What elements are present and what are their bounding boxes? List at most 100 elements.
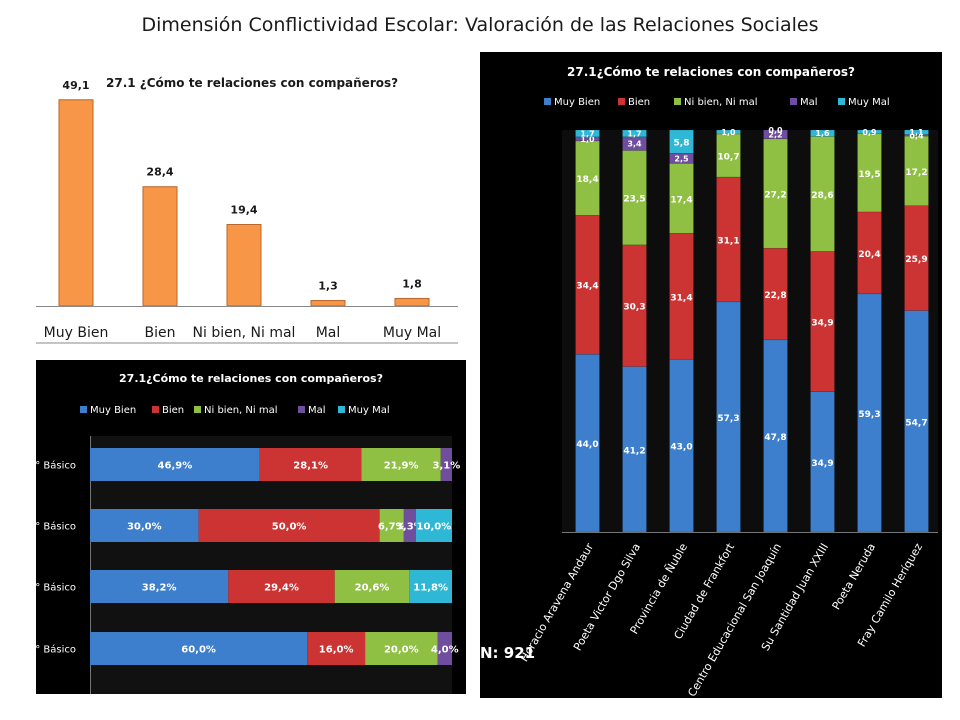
bar-4-0: [763, 339, 788, 533]
data-label-1: 28,4: [146, 166, 173, 179]
bar-6-1: [857, 211, 882, 295]
chart-title: 27.1¿Cómo te relaciones con compañeros?: [119, 372, 383, 385]
data-label-6-4: 0,9: [862, 128, 877, 137]
category-label-6: Poeta Neruda: [830, 541, 879, 612]
data-label-0-3: 3,1%: [433, 461, 461, 472]
data-label-0-1: 34,4: [576, 282, 598, 292]
data-label-1-4: 10,0%: [417, 522, 452, 533]
legend-swatch-3: [298, 406, 305, 413]
bar-0-3: [440, 448, 452, 481]
bar-3-2: [365, 632, 438, 665]
bar-3: [310, 300, 346, 307]
bar-7-1: [904, 205, 929, 311]
data-label-3-2: 20,0%: [384, 645, 419, 656]
data-label-1-2: 23,5: [623, 195, 645, 205]
bar-1-1: [622, 244, 647, 367]
data-label-0-0: 46,9%: [158, 461, 193, 472]
bar-0-2: [361, 448, 441, 481]
data-label-2: 19,4: [230, 204, 257, 217]
legend-label-4: Muy Mal: [848, 97, 890, 108]
bar-1-0: [90, 509, 199, 542]
data-label-0-4: 1,7: [580, 129, 594, 138]
bar-0: [58, 99, 94, 307]
data-label-5-2: 28,6: [811, 191, 833, 201]
legend-label-4: Muy Mal: [348, 405, 390, 416]
bar-6-0: [857, 293, 882, 533]
legend-swatch-3: [790, 98, 797, 105]
data-label-1-2: 6,7%: [378, 522, 406, 533]
bar-2-2: [334, 570, 410, 603]
data-label-0-1: 28,1%: [293, 461, 328, 472]
overall-bar-chart-svg: 27.1 ¿Cómo te relaciones con compañeros?…: [36, 76, 458, 344]
legend-label-0: Muy Bien: [554, 97, 600, 108]
data-label-4: 1,8: [402, 277, 422, 290]
category-label-4: Centro Educacional San Joaquín: [685, 541, 784, 698]
bar-3-2: [716, 133, 741, 178]
data-label-1-4: 1,7: [627, 129, 641, 138]
legend-label-2: Ni bien, Ni mal: [684, 97, 758, 108]
legend-label-1: Bien: [162, 405, 184, 416]
legend-swatch-0: [80, 406, 87, 413]
category-label-2: 6° Básico: [36, 582, 76, 594]
data-label-7-2: 17,2: [905, 168, 927, 178]
bar-2-1: [669, 232, 694, 360]
legend-swatch-4: [838, 98, 845, 105]
bar-0-4: [575, 129, 600, 138]
data-label-6-2: 19,5: [858, 170, 880, 180]
data-label-3-4: 1,0: [721, 128, 736, 137]
data-label-0-2: 21,9%: [384, 461, 419, 472]
bar-3-0: [716, 301, 741, 533]
legend-swatch-1: [618, 98, 625, 105]
data-label-4-1: 22,8: [764, 291, 786, 301]
bar-4: [394, 297, 430, 307]
legend-label-3: Mal: [800, 97, 818, 108]
bar-2-0: [90, 570, 229, 603]
data-label-0: 49,1: [62, 79, 89, 92]
bar-7-4: [904, 129, 929, 135]
data-label-7-1: 25,9: [905, 255, 927, 265]
school-stacked-chart-svg: 27.1¿Cómo te relaciones con compañeros? M…: [518, 65, 938, 699]
bar-1-4: [622, 129, 647, 138]
legend-label-0: Muy Bien: [90, 405, 136, 416]
legend-swatch-2: [194, 406, 201, 413]
overall-bar-chart: 27.1 ¿Cómo te relaciones con compañeros?…: [36, 56, 458, 346]
grade-stacked-chart: 27.1¿Cómo te relaciones con compañeros? M…: [29, 360, 466, 694]
bar-2: [226, 224, 262, 307]
bar-2-2: [669, 163, 694, 234]
bar-1: [142, 186, 178, 307]
bar-1-2: [622, 150, 647, 246]
data-label-6-0: 59,3: [858, 410, 880, 420]
data-label-5-0: 34,9: [811, 459, 833, 469]
legend-label-1: Bien: [628, 97, 650, 108]
grade-stacked-chart-svg: 27.1¿Cómo te relaciones con compañeros? M…: [29, 372, 461, 694]
bar-2-4: [409, 570, 452, 603]
data-label-0-2: 18,4: [576, 175, 598, 185]
bar-5-4: [810, 129, 835, 137]
bar-1-3: [403, 509, 416, 542]
bar-7-2: [904, 135, 929, 206]
data-label-1-0: 30,0%: [127, 522, 162, 533]
data-label-4-4: 0,0: [768, 126, 783, 135]
bar-0-1: [259, 448, 362, 481]
sample-size-label: N: 921: [480, 644, 536, 662]
data-label-1-1: 30,3: [623, 303, 645, 313]
tick-label-4: Muy Mal: [383, 325, 441, 341]
data-label-2-3: 2,5: [674, 154, 689, 163]
bar-1-4: [415, 509, 452, 542]
data-label-1-0: 41,2: [623, 446, 645, 456]
bar-1-0: [622, 366, 647, 533]
bar-6-4: [857, 129, 882, 134]
legend-label-2: Ni bien, Ni mal: [204, 405, 278, 416]
bar-0-2: [575, 140, 600, 216]
data-label-5-4: 1,6: [815, 129, 830, 138]
data-label-1-3: 3,4: [627, 140, 642, 149]
bar-3-3: [437, 632, 452, 665]
data-label-3-2: 10,7: [717, 153, 739, 163]
page-title: Dimensión Conflictividad Escolar: Valora…: [141, 14, 819, 36]
data-label-2-4: 5,8: [674, 139, 690, 149]
bar-0-0: [575, 353, 600, 533]
data-label-0-3: 1,0: [580, 135, 595, 144]
bar-1-2: [379, 509, 404, 542]
category-label-1: 7° Básico: [36, 521, 76, 533]
bar-7-0: [904, 310, 929, 533]
